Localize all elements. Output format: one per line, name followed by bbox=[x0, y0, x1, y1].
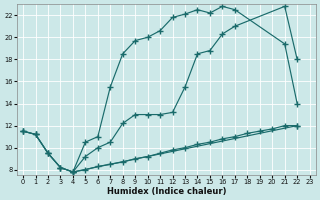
X-axis label: Humidex (Indice chaleur): Humidex (Indice chaleur) bbox=[107, 187, 226, 196]
